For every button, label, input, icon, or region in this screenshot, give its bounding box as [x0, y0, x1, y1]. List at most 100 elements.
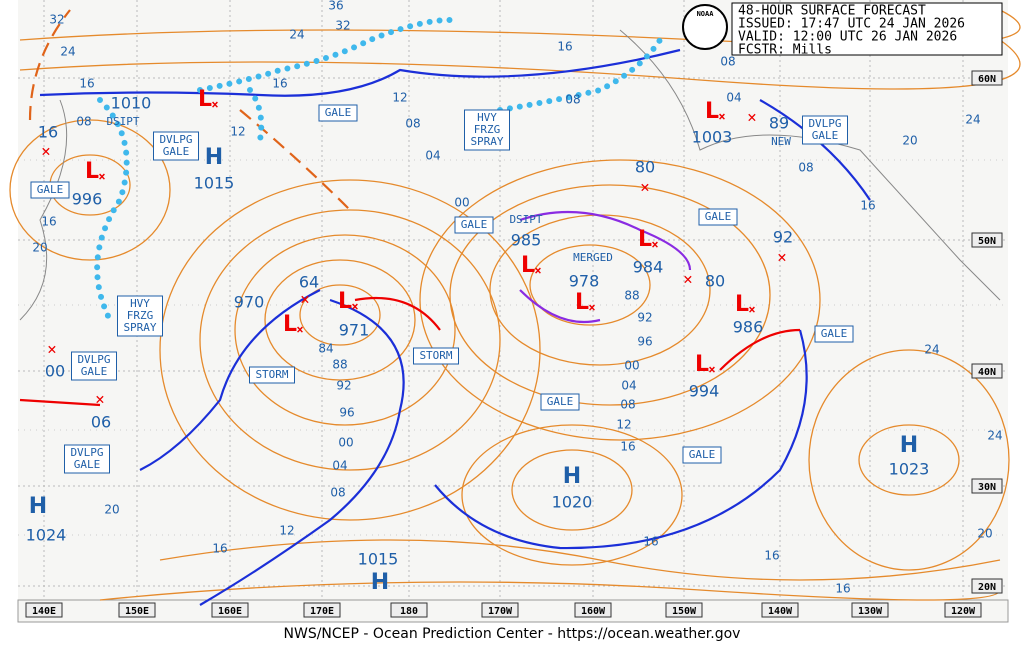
grid: [17, 0, 1009, 623]
label-box: [318, 104, 358, 122]
low-pressure: 984: [633, 258, 664, 277]
label-box: [540, 393, 580, 411]
lon-box: [574, 602, 612, 618]
isobar-label: 16: [835, 582, 850, 596]
isobar-label: 08: [565, 93, 580, 107]
ice-edge-line: [497, 37, 663, 113]
low-symbol: L: [521, 253, 535, 278]
isobars: [9, 9, 1021, 601]
label-box: [682, 446, 722, 464]
low-x: ×: [651, 238, 658, 252]
lat-box: [971, 232, 1003, 248]
isobar-label: 20: [32, 241, 47, 255]
boxed-label: GALE: [163, 145, 190, 158]
center-x: ×: [640, 178, 650, 197]
center-pressure: 06: [91, 413, 111, 432]
isobar-label: 16: [212, 542, 227, 556]
fronts: [19, 9, 871, 606]
lon-label: 160W: [581, 606, 606, 617]
header-title: 48-HOUR SURFACE FORECAST: [738, 4, 926, 19]
isobar-label: 16: [41, 215, 56, 229]
occluded-front: [519, 289, 601, 324]
ice-edge-line: [247, 87, 265, 143]
warm-front: [354, 296, 441, 331]
lon-label: 160E: [218, 606, 242, 617]
boxed-label: STORM: [419, 349, 452, 362]
isobar-label: 08: [405, 117, 420, 131]
header-box: [731, 2, 1003, 56]
lon-box: [303, 602, 341, 618]
label-box: [117, 295, 163, 337]
boxed-label: HVY: [477, 111, 497, 124]
isobar-label: 12: [616, 418, 631, 432]
boxed-label: SPRAY: [470, 135, 503, 148]
logo-text: NOAA: [697, 10, 715, 18]
lat-box: [971, 478, 1003, 494]
label-box: [249, 366, 295, 384]
boxed-label: DVLPG: [159, 133, 192, 146]
high-pressure: 1015: [358, 550, 399, 569]
lon-label: 120W: [951, 606, 976, 617]
low-pressure: 994: [689, 382, 720, 401]
low-x: ×: [588, 301, 595, 315]
isobar-label: 12: [230, 125, 245, 139]
high-symbol: H: [371, 570, 389, 595]
isobar-label: 16: [620, 440, 635, 454]
ice-edge-line: [197, 17, 453, 93]
boxed-label: GALE: [461, 218, 488, 231]
low-pressure: 1010: [111, 94, 152, 113]
lat-label: 30N: [978, 482, 996, 493]
ice-edge: [94, 17, 663, 323]
low-x: ×: [748, 303, 755, 317]
isobar-label: 08: [798, 161, 813, 175]
low-symbol: L: [638, 227, 652, 252]
isobar-label: 24: [987, 429, 1002, 443]
isobar-label: 08: [330, 486, 345, 500]
header-forecaster: FCSTR: Mills: [738, 43, 832, 58]
header-issued: ISSUED: 17:47 UTC 24 JAN 2026: [738, 17, 965, 32]
coastline: [19, 99, 68, 321]
header-valid: VALID: 12:00 UTC 26 JAN 2026: [738, 30, 957, 45]
low-x: ×: [534, 264, 541, 278]
logo: [682, 4, 728, 50]
label-box: [153, 131, 199, 161]
low-pressure: 986: [733, 318, 764, 337]
lon-label: 170W: [488, 606, 513, 617]
lon-box: [761, 602, 799, 618]
isobar: [299, 284, 381, 346]
isobar-label: 92: [637, 311, 652, 325]
isobar: [199, 209, 501, 471]
isobar-label: 20: [104, 503, 119, 517]
isobar-label: 24: [924, 343, 939, 357]
isobar-label: 32: [335, 19, 350, 33]
isobar-label: 00: [454, 196, 469, 210]
note: NEW: [771, 135, 791, 148]
isobar: [159, 179, 541, 521]
low-symbol: L: [283, 312, 297, 337]
center-pressure: 80: [705, 272, 725, 291]
isobar: [9, 119, 171, 261]
high-symbol: H: [29, 494, 47, 519]
lon-box: [481, 602, 519, 618]
center-x: ×: [47, 340, 57, 359]
low-symbol: L: [705, 99, 719, 124]
label-box: [64, 444, 110, 474]
center-x: ×: [777, 248, 787, 267]
isobar-label: 88: [332, 358, 347, 372]
center-x: ×: [747, 108, 757, 127]
lon-box: [25, 602, 63, 618]
center-pressure: 92: [773, 228, 793, 247]
isobar: [511, 449, 633, 531]
lon-box: [390, 602, 428, 618]
isobar: [419, 159, 821, 441]
isobar: [449, 184, 771, 406]
lon-label: 150E: [125, 606, 149, 617]
isobar-label: 20: [977, 527, 992, 541]
isobar-label: 12: [392, 91, 407, 105]
isobar: [264, 259, 416, 381]
boxed-label: FRZG: [127, 309, 154, 322]
cold-front: [139, 289, 321, 471]
lon-label: 140E: [32, 606, 56, 617]
isobar-label: 24: [60, 45, 75, 59]
label-box: [802, 115, 848, 145]
